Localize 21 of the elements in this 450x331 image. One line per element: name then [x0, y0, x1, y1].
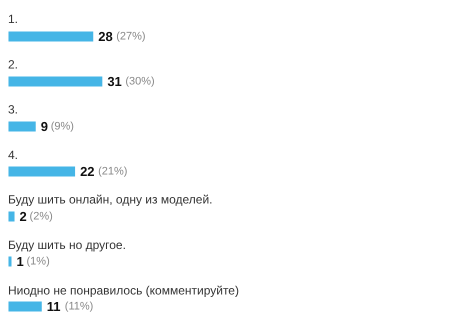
bar — [8, 302, 42, 312]
bar — [8, 166, 76, 176]
y-tick-label: 4. — [8, 148, 18, 162]
y-tick-label: 1. — [8, 12, 18, 26]
data-label: 22 (21%) — [80, 164, 128, 179]
y-tick-label: Буду шить онлайн, одну из моделей. — [8, 192, 212, 207]
y-tick-label: 3. — [8, 102, 18, 117]
data-label: 9 (9%) — [40, 119, 74, 134]
data-label: 1 (1%) — [16, 254, 50, 269]
bar — [8, 212, 15, 222]
bar — [8, 122, 36, 132]
data-label: 31 (30%) — [107, 74, 155, 89]
data-label: 28 (27%) — [98, 29, 146, 44]
data-label: 11 (11%) — [46, 299, 94, 314]
bar — [8, 76, 102, 86]
bar — [8, 32, 94, 42]
y-tick-label: Ниодно не понравилось (комментируйте) — [8, 283, 239, 298]
y-tick-label: Буду шить но другое. — [8, 238, 126, 252]
data-label: 2 (2%) — [20, 209, 53, 224]
bar — [8, 256, 12, 266]
y-tick-label: 2. — [8, 57, 18, 72]
